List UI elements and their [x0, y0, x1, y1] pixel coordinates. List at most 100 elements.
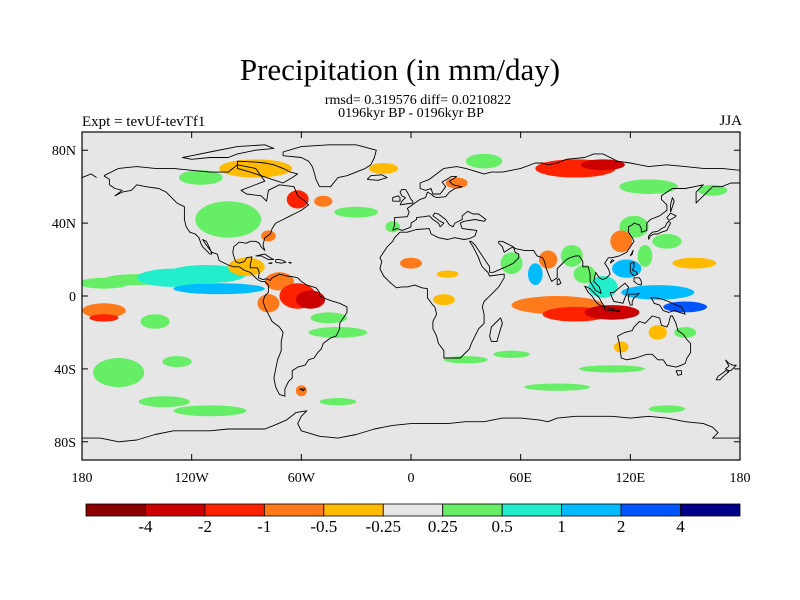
- anomaly-patch: [584, 305, 640, 320]
- anomaly-patch: [527, 263, 543, 286]
- anomaly-patch: [178, 170, 223, 185]
- colorbar-box: [323, 503, 384, 517]
- period-text: 0196kyr BP - 0196kyr BP: [338, 106, 484, 121]
- colorbar-box: [263, 503, 325, 517]
- colorbar-box: [620, 503, 681, 517]
- anomaly-patch: [432, 294, 455, 306]
- coastline: [255, 253, 275, 261]
- anomaly-patch: [310, 312, 348, 324]
- anomaly-patch: [493, 350, 530, 358]
- coastline: [609, 282, 629, 304]
- lat-tick-label: 40S: [54, 363, 76, 378]
- anomaly-patch: [82, 303, 126, 318]
- axis-ticks: 80N 40N 0 40S 80S 180 120W 60W 0 60E 120E 180: [52, 132, 751, 486]
- anomaly-patch: [319, 398, 357, 406]
- anomaly-patch: [619, 179, 678, 194]
- anomaly-patch: [697, 184, 728, 196]
- colorbar-label: -4: [138, 517, 153, 536]
- anomaly-patch: [580, 159, 625, 171]
- anomaly-patch: [140, 314, 170, 329]
- coastline: [103, 164, 348, 397]
- lat-tick-label: 80S: [54, 436, 76, 451]
- anomaly-patch: [652, 234, 682, 249]
- season-label: JJA: [719, 113, 742, 129]
- anomaly-patch: [195, 201, 262, 238]
- anomaly-patch: [538, 250, 558, 269]
- colorbar-box: [145, 503, 206, 517]
- colorbar-boxes: [85, 503, 741, 517]
- coastline: [617, 315, 692, 368]
- coastline: [715, 370, 730, 381]
- anomaly-patch: [648, 325, 667, 340]
- colorbar-label: 4: [676, 517, 685, 536]
- anomaly-patch: [334, 206, 379, 218]
- anomaly-patch: [368, 162, 399, 174]
- anomaly-patch: [674, 326, 697, 338]
- coastline: [666, 212, 677, 221]
- coastline: [82, 410, 740, 443]
- colorbar-box: [442, 503, 503, 517]
- anomaly-patch: [613, 341, 629, 353]
- colorbar-label: -0.25: [365, 517, 401, 536]
- lat-tick-label: 80N: [52, 144, 76, 159]
- anomaly-patch: [89, 314, 119, 322]
- anomaly-patch: [295, 385, 307, 397]
- lon-tick-label: 180: [730, 471, 751, 486]
- coastline: [299, 388, 306, 392]
- experiment-label: Expt = tevUf-tevTf1: [82, 114, 206, 130]
- coastline: [650, 297, 686, 315]
- colorbar-box: [85, 503, 146, 517]
- colorbar-label: 2: [616, 517, 626, 536]
- lat-tick-label: 0: [69, 290, 76, 305]
- anomaly-patch: [257, 294, 280, 313]
- coastline: [392, 195, 401, 202]
- anomaly-patch: [524, 383, 591, 391]
- colorbar-box: [561, 503, 622, 517]
- rmsd-diff-text: rmsd= 0.319576 diff= 0.0210822: [324, 93, 512, 108]
- lon-tick-label: 0: [408, 471, 415, 486]
- coastline: [399, 188, 414, 206]
- coastline: [724, 359, 737, 372]
- anomaly-patch: [610, 230, 633, 253]
- coastline: [633, 277, 642, 286]
- coastline: [648, 220, 671, 240]
- lon-tick-label: 60W: [288, 471, 316, 486]
- anomaly-patch: [286, 190, 309, 209]
- colorbar-label: -2: [197, 517, 212, 536]
- colorbar-label: 1: [557, 517, 566, 536]
- coastline: [629, 261, 639, 277]
- coastline: [628, 292, 640, 306]
- period-line: 0196kyr BP - 0196kyr BP: [0, 106, 800, 122]
- anomaly-patch: [621, 285, 695, 300]
- lat-tick-label: 40N: [52, 217, 76, 232]
- anomaly-patch: [166, 265, 247, 284]
- lon-tick-label: 120E: [616, 471, 646, 486]
- coastline: [379, 182, 740, 359]
- coastline: [182, 144, 275, 160]
- lon-tick-label: 120W: [175, 471, 210, 486]
- anomaly-patch: [560, 244, 583, 267]
- colorbar-box: [204, 503, 265, 517]
- coastline: [236, 160, 299, 184]
- anomaly-patch: [672, 257, 717, 269]
- coastline: [268, 262, 273, 265]
- coastline: [604, 306, 620, 312]
- anomaly-patch: [173, 405, 247, 417]
- coastline: [366, 174, 388, 181]
- anomaly-patch: [500, 252, 523, 275]
- chart-title: Precipitation (in mm/day): [239, 52, 561, 87]
- coastline: [82, 173, 97, 179]
- anomaly-patch: [173, 283, 265, 295]
- lon-tick-label: 180: [72, 471, 93, 486]
- anomaly-patch: [436, 270, 459, 278]
- colorbar-box: [680, 503, 741, 517]
- coastline: [288, 261, 292, 264]
- colorbar-label: 0.25: [427, 517, 458, 536]
- anomaly-patch: [637, 244, 653, 267]
- anomaly-patch: [295, 290, 326, 309]
- coastline: [282, 144, 377, 188]
- anomaly-patch: [314, 195, 333, 207]
- stats-line: rmsd= 0.319576 diff= 0.0210822: [0, 93, 800, 109]
- anomaly-patch: [648, 405, 686, 413]
